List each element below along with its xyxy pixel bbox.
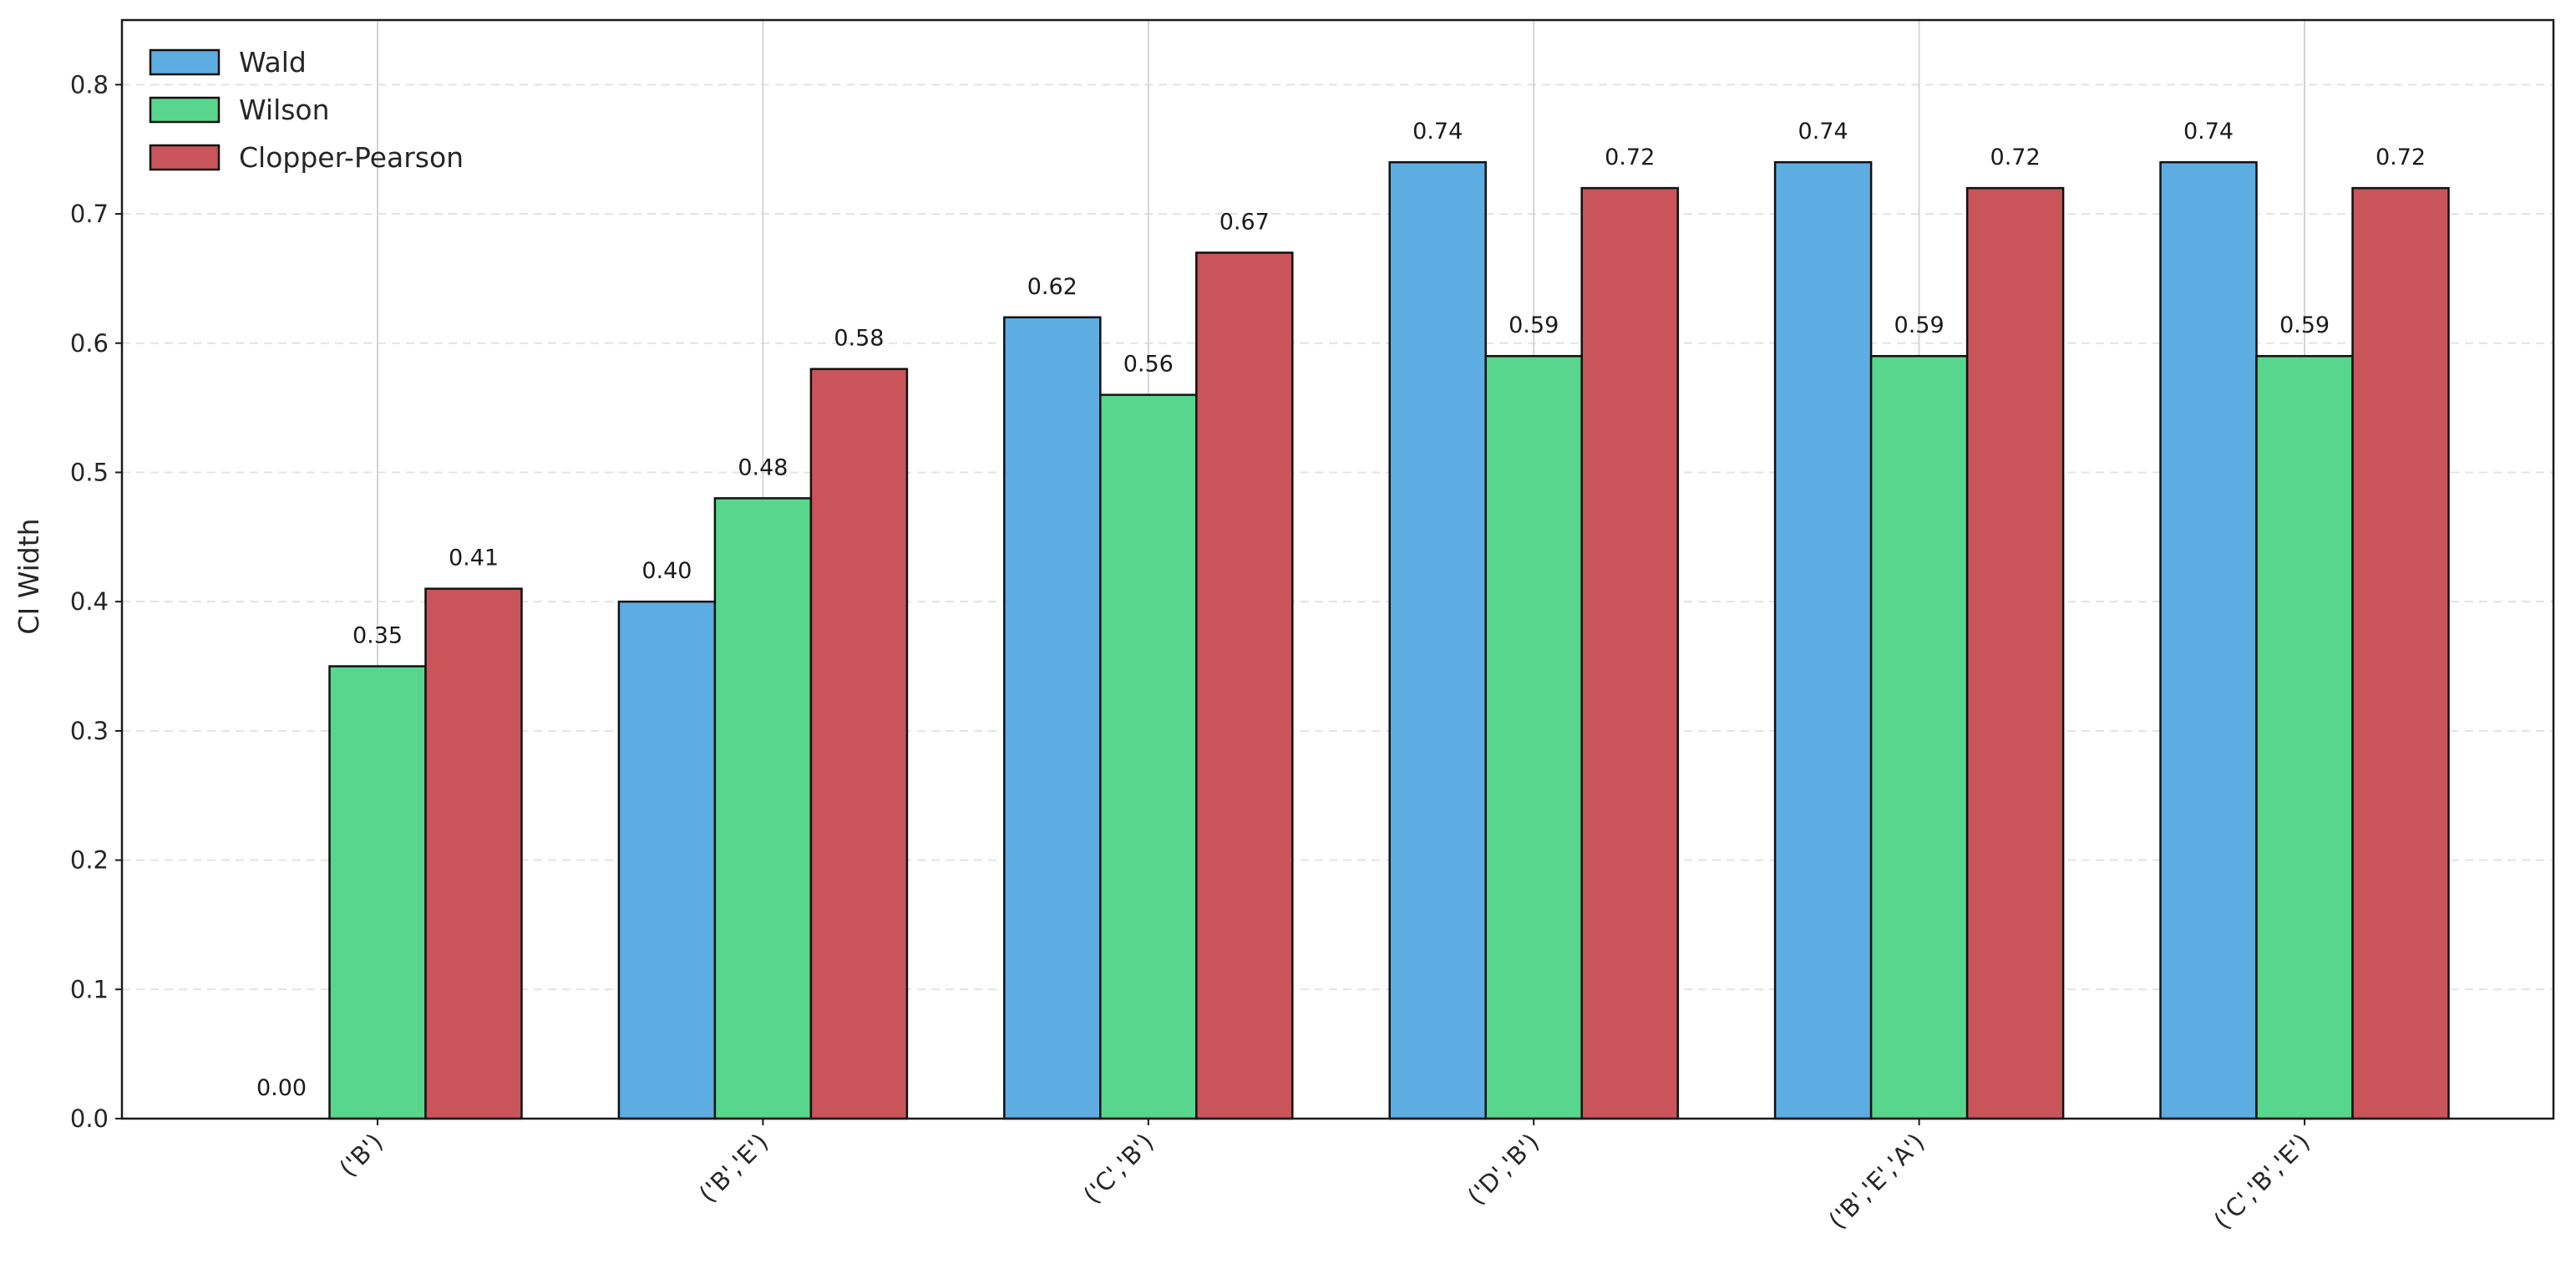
bar-value-label: 0.59 <box>1894 312 1945 338</box>
bar-value-label: 0.72 <box>1990 145 2041 170</box>
legend-swatch <box>149 48 221 76</box>
bar-value-label: 0.59 <box>2279 312 2330 338</box>
bar-wilson <box>2255 354 2354 1120</box>
bar-labels: 0.00 0.40 0.62 0.74 0.74 0.74 0.35 0.48 0.56 0.59… <box>256 119 2426 1101</box>
bar-value-label: 0.62 <box>1027 274 1078 300</box>
bar-wald <box>617 600 717 1120</box>
bar-value-label: 0.72 <box>2376 145 2426 170</box>
legend-swatch <box>149 144 221 171</box>
y-tick-label: 0.6 <box>70 329 109 358</box>
bar-wald <box>1003 316 1102 1120</box>
bar-value-label: 0.40 <box>641 558 692 584</box>
bar-value-label: 0.74 <box>1412 119 1463 145</box>
bar-value-label: 0.00 <box>256 1075 307 1101</box>
y-tick-label: 0.5 <box>70 458 109 486</box>
y-tick-label: 0.8 <box>70 70 109 99</box>
bar-wilson <box>1099 393 1198 1120</box>
bar-value-label: 0.35 <box>352 623 403 649</box>
legend-label: Clopper-Pearson <box>239 141 464 174</box>
bar-value-label: 0.72 <box>1605 145 1655 170</box>
legend-label: Wilson <box>239 94 330 126</box>
bar-wald <box>1773 160 1873 1120</box>
bar-value-label: 0.74 <box>2183 119 2234 145</box>
bar-value-label: 0.41 <box>449 546 499 571</box>
y-tick-label: 0.0 <box>70 1104 109 1133</box>
bar-value-label: 0.74 <box>1798 119 1848 145</box>
y-tick-label: 0.4 <box>70 587 109 616</box>
bar-clopper-pearson <box>1580 186 1679 1120</box>
bar-clopper-pearson <box>809 368 909 1120</box>
bar-clopper-pearson <box>1195 251 1294 1120</box>
y-tick-label: 0.1 <box>70 975 109 1003</box>
y-axis: 0.0 0.1 0.2 0.3 0.4 0.5 0.6 0.7 0.8 <box>70 70 122 1133</box>
bar-value-label: 0.67 <box>1220 209 1270 235</box>
bar-wilson <box>1869 354 1969 1120</box>
bar-value-label: 0.58 <box>834 326 884 352</box>
bar-wald <box>1388 160 1487 1120</box>
bar-wilson <box>713 497 813 1120</box>
legend-label: Wald <box>239 46 307 79</box>
bar-clopper-pearson <box>1965 186 2065 1120</box>
plot-frame <box>120 18 2555 1120</box>
bar-value-label: 0.59 <box>1509 312 1559 338</box>
bar-wilson <box>1484 354 1583 1120</box>
bar-wilson <box>328 665 427 1120</box>
y-tick-label: 0.3 <box>70 717 109 745</box>
bar-clopper-pearson <box>2351 186 2450 1120</box>
bar-wald <box>2159 160 2258 1120</box>
bars <box>328 160 2450 1120</box>
bar-clopper-pearson <box>424 587 523 1120</box>
y-tick-label: 0.2 <box>70 846 109 875</box>
y-axis-label: CI Width <box>13 518 45 634</box>
legend: Wald Wilson Clopper-Pearson <box>149 46 464 174</box>
bar-value-label: 0.56 <box>1123 352 1174 378</box>
legend-swatch <box>149 96 221 124</box>
y-tick-label: 0.7 <box>70 200 109 228</box>
bar-value-label: 0.48 <box>738 454 788 480</box>
